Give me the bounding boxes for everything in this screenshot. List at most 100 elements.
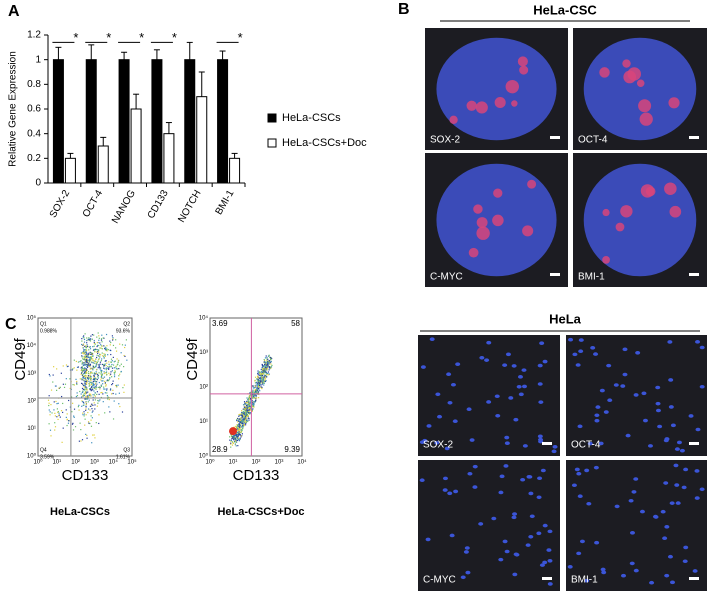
x-tick-label: 10⁰: [33, 459, 43, 466]
nucleus: [469, 438, 475, 442]
image-label: C-MYC: [430, 272, 463, 283]
nucleus: [655, 385, 661, 390]
event-dot: [251, 399, 253, 402]
event-dot: [101, 348, 103, 350]
event-dot: [243, 411, 245, 413]
event-dot: [266, 374, 268, 376]
nucleus: [669, 501, 675, 505]
nucleus: [525, 543, 531, 547]
event-dot: [267, 355, 270, 357]
event-dot: [117, 384, 119, 386]
event-dot: [105, 384, 107, 386]
nucleus: [673, 463, 679, 468]
nucleus: [512, 512, 518, 516]
event-dot: [250, 406, 252, 408]
event-dot: [251, 391, 253, 394]
event-dot: [93, 379, 96, 381]
event-dot: [75, 395, 78, 398]
event-dot: [83, 357, 86, 359]
event-dot: [80, 369, 82, 371]
event-dot: [93, 348, 95, 351]
event-dot: [268, 365, 270, 368]
event-dot: [256, 397, 258, 399]
event-dot: [83, 377, 85, 380]
event-dot: [109, 374, 111, 376]
event-dot: [248, 396, 251, 398]
event-dot: [81, 378, 83, 380]
event-dot: [103, 365, 106, 367]
event-dot: [110, 371, 112, 373]
event-dot: [264, 375, 266, 377]
nucleus: [537, 434, 543, 439]
image-label: SOX-2: [430, 135, 460, 146]
event-dot: [246, 397, 248, 399]
spheroid: [436, 37, 557, 141]
event-dot: [101, 374, 103, 376]
event-dot: [258, 384, 261, 387]
event-dot: [115, 365, 117, 367]
event-dot: [80, 382, 83, 385]
scale-bar: [689, 273, 699, 276]
nucleus: [635, 351, 641, 355]
event-dot: [266, 373, 268, 375]
event-dot: [255, 391, 258, 393]
event-dot: [113, 376, 116, 378]
event-dot: [94, 387, 96, 390]
event-dot: [85, 360, 87, 362]
event-dot: [92, 396, 94, 398]
event-dot: [256, 375, 259, 377]
event-dot: [83, 373, 85, 375]
nucleus: [683, 467, 689, 472]
event-dot: [107, 354, 109, 356]
nucleus: [518, 392, 524, 397]
event-dot: [94, 392, 96, 394]
event-dot: [85, 354, 87, 356]
event-dot: [56, 389, 58, 391]
event-dot: [87, 355, 89, 357]
event-dot: [53, 409, 55, 411]
event-dot: [102, 355, 105, 357]
event-dot: [248, 400, 250, 403]
event-dot: [101, 375, 103, 377]
event-dot: [101, 358, 103, 360]
event-dot: [236, 433, 238, 435]
nucleus: [520, 477, 526, 482]
event-dot: [90, 380, 92, 382]
event-dot: [84, 393, 87, 395]
event-dot: [249, 413, 251, 415]
event-dot: [92, 365, 94, 367]
nucleus: [668, 378, 674, 382]
event-dot: [56, 403, 58, 405]
event-dot: [123, 354, 125, 357]
event-dot: [105, 367, 107, 369]
event-dot: [80, 352, 83, 354]
event-dot: [257, 376, 259, 378]
quadrant-value: 0.988%: [40, 328, 58, 334]
event-dot: [251, 409, 253, 412]
event-dot: [94, 408, 96, 410]
nucleus: [511, 364, 517, 368]
event-dot: [82, 395, 84, 397]
event-dot: [84, 375, 86, 377]
event-dot: [87, 359, 89, 361]
event-dot: [82, 404, 84, 406]
event-dot: [94, 379, 96, 381]
nucleus: [578, 349, 584, 354]
event-dot: [85, 387, 87, 389]
x-tick-label: 10¹: [229, 460, 238, 466]
event-dot: [74, 426, 77, 428]
event-dot: [92, 362, 95, 364]
event-dot: [103, 372, 105, 375]
event-dot: [86, 434, 88, 437]
event-dot: [98, 349, 100, 351]
nucleus: [442, 476, 448, 481]
event-dot: [261, 383, 263, 386]
event-dot: [240, 420, 243, 423]
event-dot: [81, 401, 84, 403]
event-dot: [113, 400, 115, 402]
event-dot: [83, 376, 85, 378]
x-tick-label: OCT-4: [81, 188, 105, 219]
event-dot: [248, 409, 250, 411]
event-dot: [86, 437, 88, 439]
stain-spot: [476, 217, 488, 229]
